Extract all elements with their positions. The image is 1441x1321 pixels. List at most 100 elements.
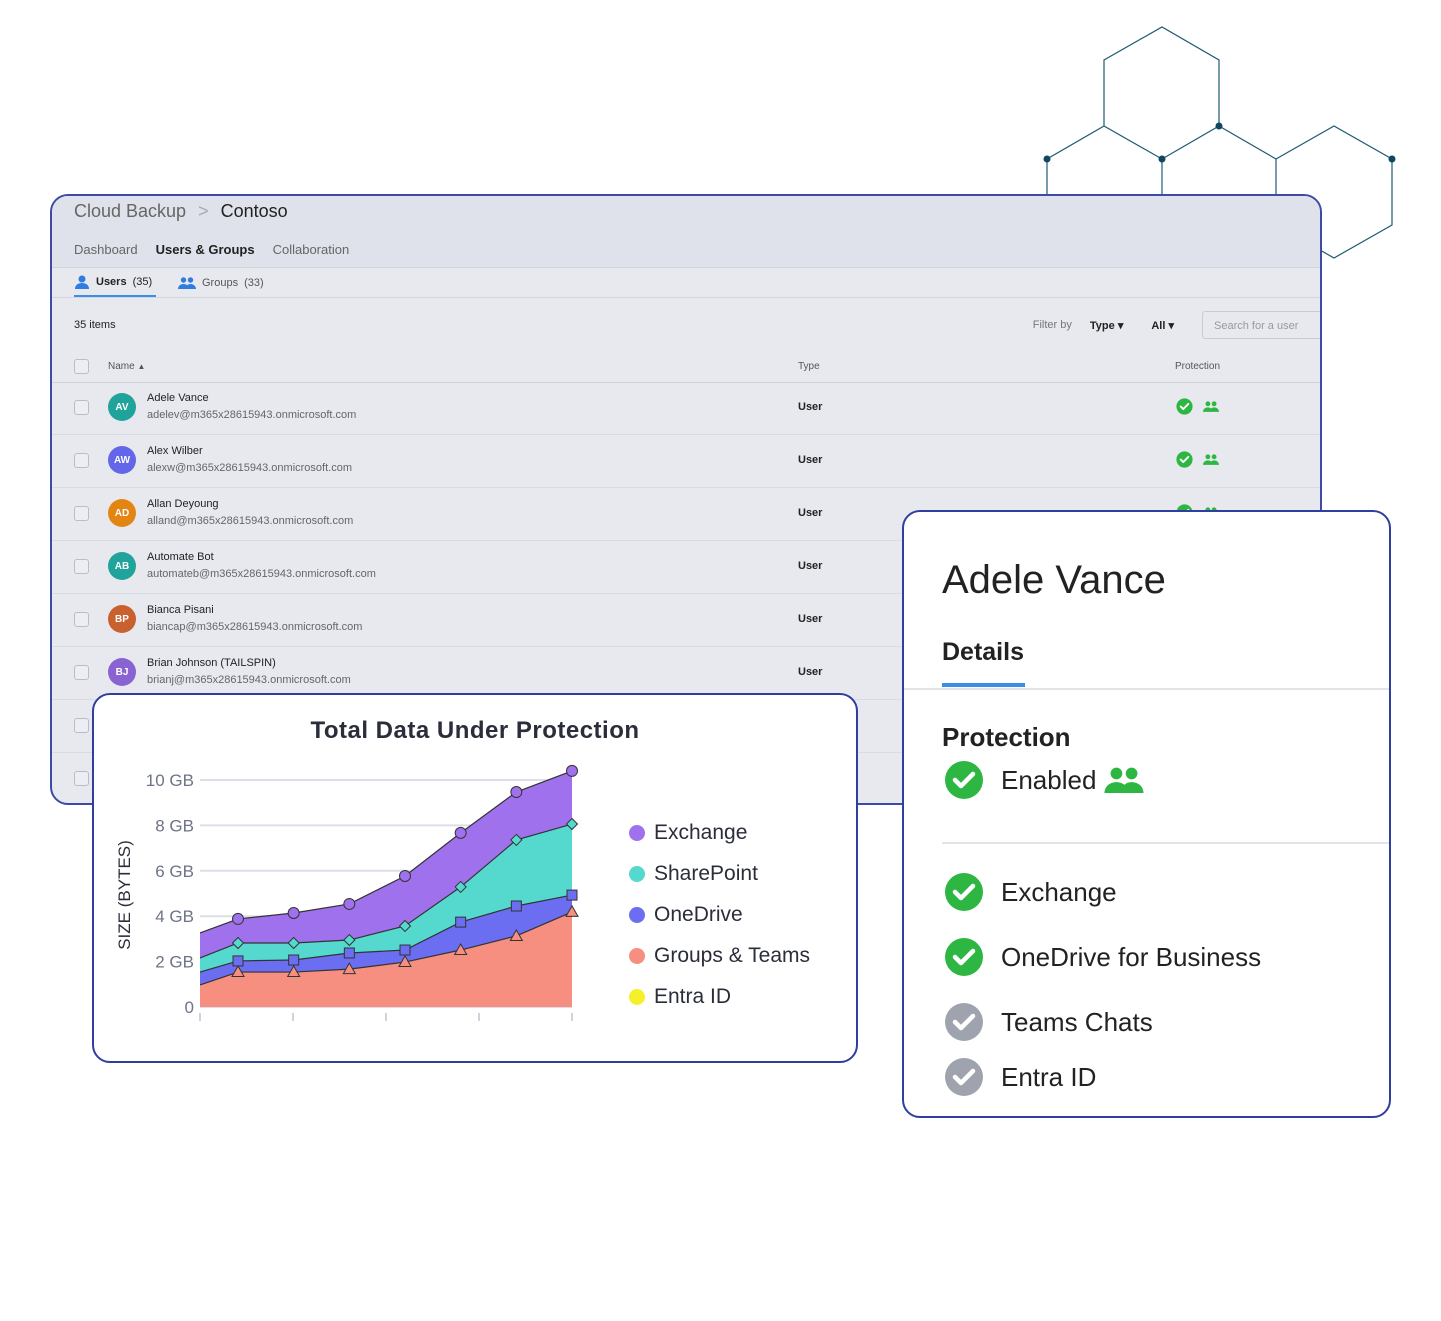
y-tick-label: 4 GB: [155, 907, 194, 926]
data-point: [455, 916, 467, 928]
filter-value-dropdown[interactable]: All ▾: [1151, 319, 1174, 332]
table-row[interactable]: AD Allan Deyoung alland@m365x28615943.on…: [52, 488, 1320, 541]
tab-users[interactable]: Users (35): [74, 268, 156, 297]
series-line: [199, 911, 573, 986]
breadcrumb-cloud-backup[interactable]: Cloud Backup: [74, 201, 187, 221]
legend-label: Entra ID: [654, 984, 732, 1008]
row-checkbox[interactable]: [74, 506, 89, 521]
data-point: [287, 936, 300, 950]
column-type[interactable]: Type: [798, 361, 820, 372]
chart: 0 2 GB 4 GB 6 GB 8 GB 10 GB SIZE (BYTES): [115, 764, 579, 1021]
item-count: 35 items: [74, 319, 116, 331]
check-circle-icon: [1176, 451, 1193, 468]
row-checkbox[interactable]: [74, 718, 89, 733]
nav-collaboration[interactable]: Collaboration: [272, 242, 350, 257]
avatar: BJ: [108, 658, 136, 686]
data-protection-chart-card: Total Data Under Protection 0 2 GB 4 GB 6 G…: [92, 693, 858, 1063]
user-email: alexw@m365x28615943.onmicrosoft.com: [147, 462, 352, 474]
data-point: [232, 912, 244, 925]
row-checkbox[interactable]: [74, 400, 89, 415]
table-header: Name ▲ Type Protection: [52, 351, 1320, 383]
service-onedrive-for-business: OneDrive for Business: [944, 937, 1261, 977]
legend-label: Exchange: [654, 820, 748, 844]
data-point: [565, 904, 579, 917]
user-type: User: [798, 560, 823, 572]
tab-details[interactable]: Details: [942, 638, 1024, 666]
data-point: [510, 786, 523, 799]
filter-bar: Filter by Type ▾ All ▾ Search for a user: [1033, 311, 1320, 339]
table-row[interactable]: AW Alex Wilber alexw@m365x28615943.onmic…: [52, 435, 1320, 488]
check-circle-disabled-icon: [944, 1002, 984, 1042]
table-row[interactable]: [52, 753, 1320, 803]
legend-label: Groups & Teams: [654, 943, 811, 967]
filter-type-dropdown[interactable]: Type ▾: [1090, 319, 1123, 332]
legend-item: Entra ID: [629, 976, 810, 1017]
check-circle-icon: [944, 872, 984, 912]
user-name[interactable]: Brian Johnson (TAILSPIN): [147, 657, 276, 669]
avatar: AV: [108, 393, 136, 421]
user-name[interactable]: Adele Vance: [147, 392, 209, 404]
legend-item: OneDrive: [629, 894, 810, 935]
data-point: [566, 889, 578, 901]
avatar: BP: [108, 605, 136, 633]
data-point: [399, 870, 411, 883]
column-protection[interactable]: Protection: [1175, 361, 1221, 372]
check-circle-icon: [944, 760, 984, 800]
row-checkbox[interactable]: [74, 612, 89, 627]
y-tick-label: 8 GB: [155, 816, 194, 835]
nav-users-groups[interactable]: Users & Groups: [155, 242, 255, 257]
user-name[interactable]: Bianca Pisani: [147, 604, 214, 616]
y-tick-label: 2 GB: [155, 953, 194, 972]
data-point: [509, 928, 524, 941]
avatar: AB: [108, 552, 136, 580]
detail-user-name: Adele Vance: [942, 558, 1166, 602]
user-email: brianj@m365x28615943.onmicrosoft.com: [147, 674, 351, 686]
legend-swatch: [629, 947, 645, 964]
area-groups-teams: [200, 911, 572, 1007]
data-point: [510, 900, 522, 912]
table-row[interactable]: AB Automate Bot automateb@m365x28615943.…: [52, 541, 1320, 594]
user-name[interactable]: Automate Bot: [147, 551, 214, 563]
chart-legend: Exchange SharePoint OneDrive Groups & Teams…: [629, 812, 810, 1017]
table-row[interactable]: BP Bianca Pisani biancap@m365x28615943.o…: [52, 594, 1320, 647]
data-point: [566, 764, 578, 777]
tab-groups-count: (33): [244, 276, 264, 289]
user-type: User: [798, 401, 823, 413]
row-checkbox[interactable]: [74, 453, 89, 468]
table-row[interactable]: AV Adele Vance adelev@m365x28615943.onmi…: [52, 382, 1320, 435]
breadcrumb: Cloud Backup > Contoso: [74, 201, 288, 222]
check-circle-icon: [944, 937, 984, 977]
tab-groups[interactable]: Groups (33): [178, 268, 264, 297]
data-point: [288, 954, 300, 966]
data-point: [343, 897, 356, 910]
select-all-checkbox[interactable]: [74, 359, 89, 374]
user-name[interactable]: Allan Deyoung: [147, 498, 219, 510]
data-point: [565, 817, 579, 831]
row-checkbox[interactable]: [74, 559, 89, 574]
row-checkbox[interactable]: [74, 665, 89, 680]
chevron-right-icon: >: [198, 201, 209, 221]
user-name[interactable]: Alex Wilber: [147, 445, 203, 457]
service-label: Entra ID: [1001, 1061, 1097, 1092]
series-line: [199, 823, 573, 959]
protection-status: [1176, 451, 1219, 468]
service-entra-id: Entra ID: [944, 1057, 1096, 1097]
data-point: [287, 907, 300, 920]
data-point: [286, 965, 301, 978]
nav-dashboard[interactable]: Dashboard: [74, 242, 138, 257]
sort-asc-icon: ▲: [137, 362, 146, 371]
data-point: [398, 955, 412, 968]
row-checkbox[interactable]: [74, 771, 89, 786]
group-icon: [178, 276, 196, 289]
tab-groups-label: Groups: [202, 276, 239, 289]
user-email: adelev@m365x28615943.onmicrosoft.com: [147, 409, 357, 421]
column-name[interactable]: Name ▲: [108, 361, 145, 372]
legend-swatch: [629, 988, 645, 1005]
legend-item: SharePoint: [629, 853, 810, 894]
user-type: User: [798, 454, 823, 466]
user-email: biancap@m365x28615943.onmicrosoft.com: [147, 621, 363, 633]
divider: [904, 688, 1389, 690]
caret-down-icon: ▾: [1117, 319, 1124, 332]
search-input[interactable]: Search for a user: [1202, 311, 1320, 339]
service-exchange: Exchange: [944, 872, 1117, 912]
